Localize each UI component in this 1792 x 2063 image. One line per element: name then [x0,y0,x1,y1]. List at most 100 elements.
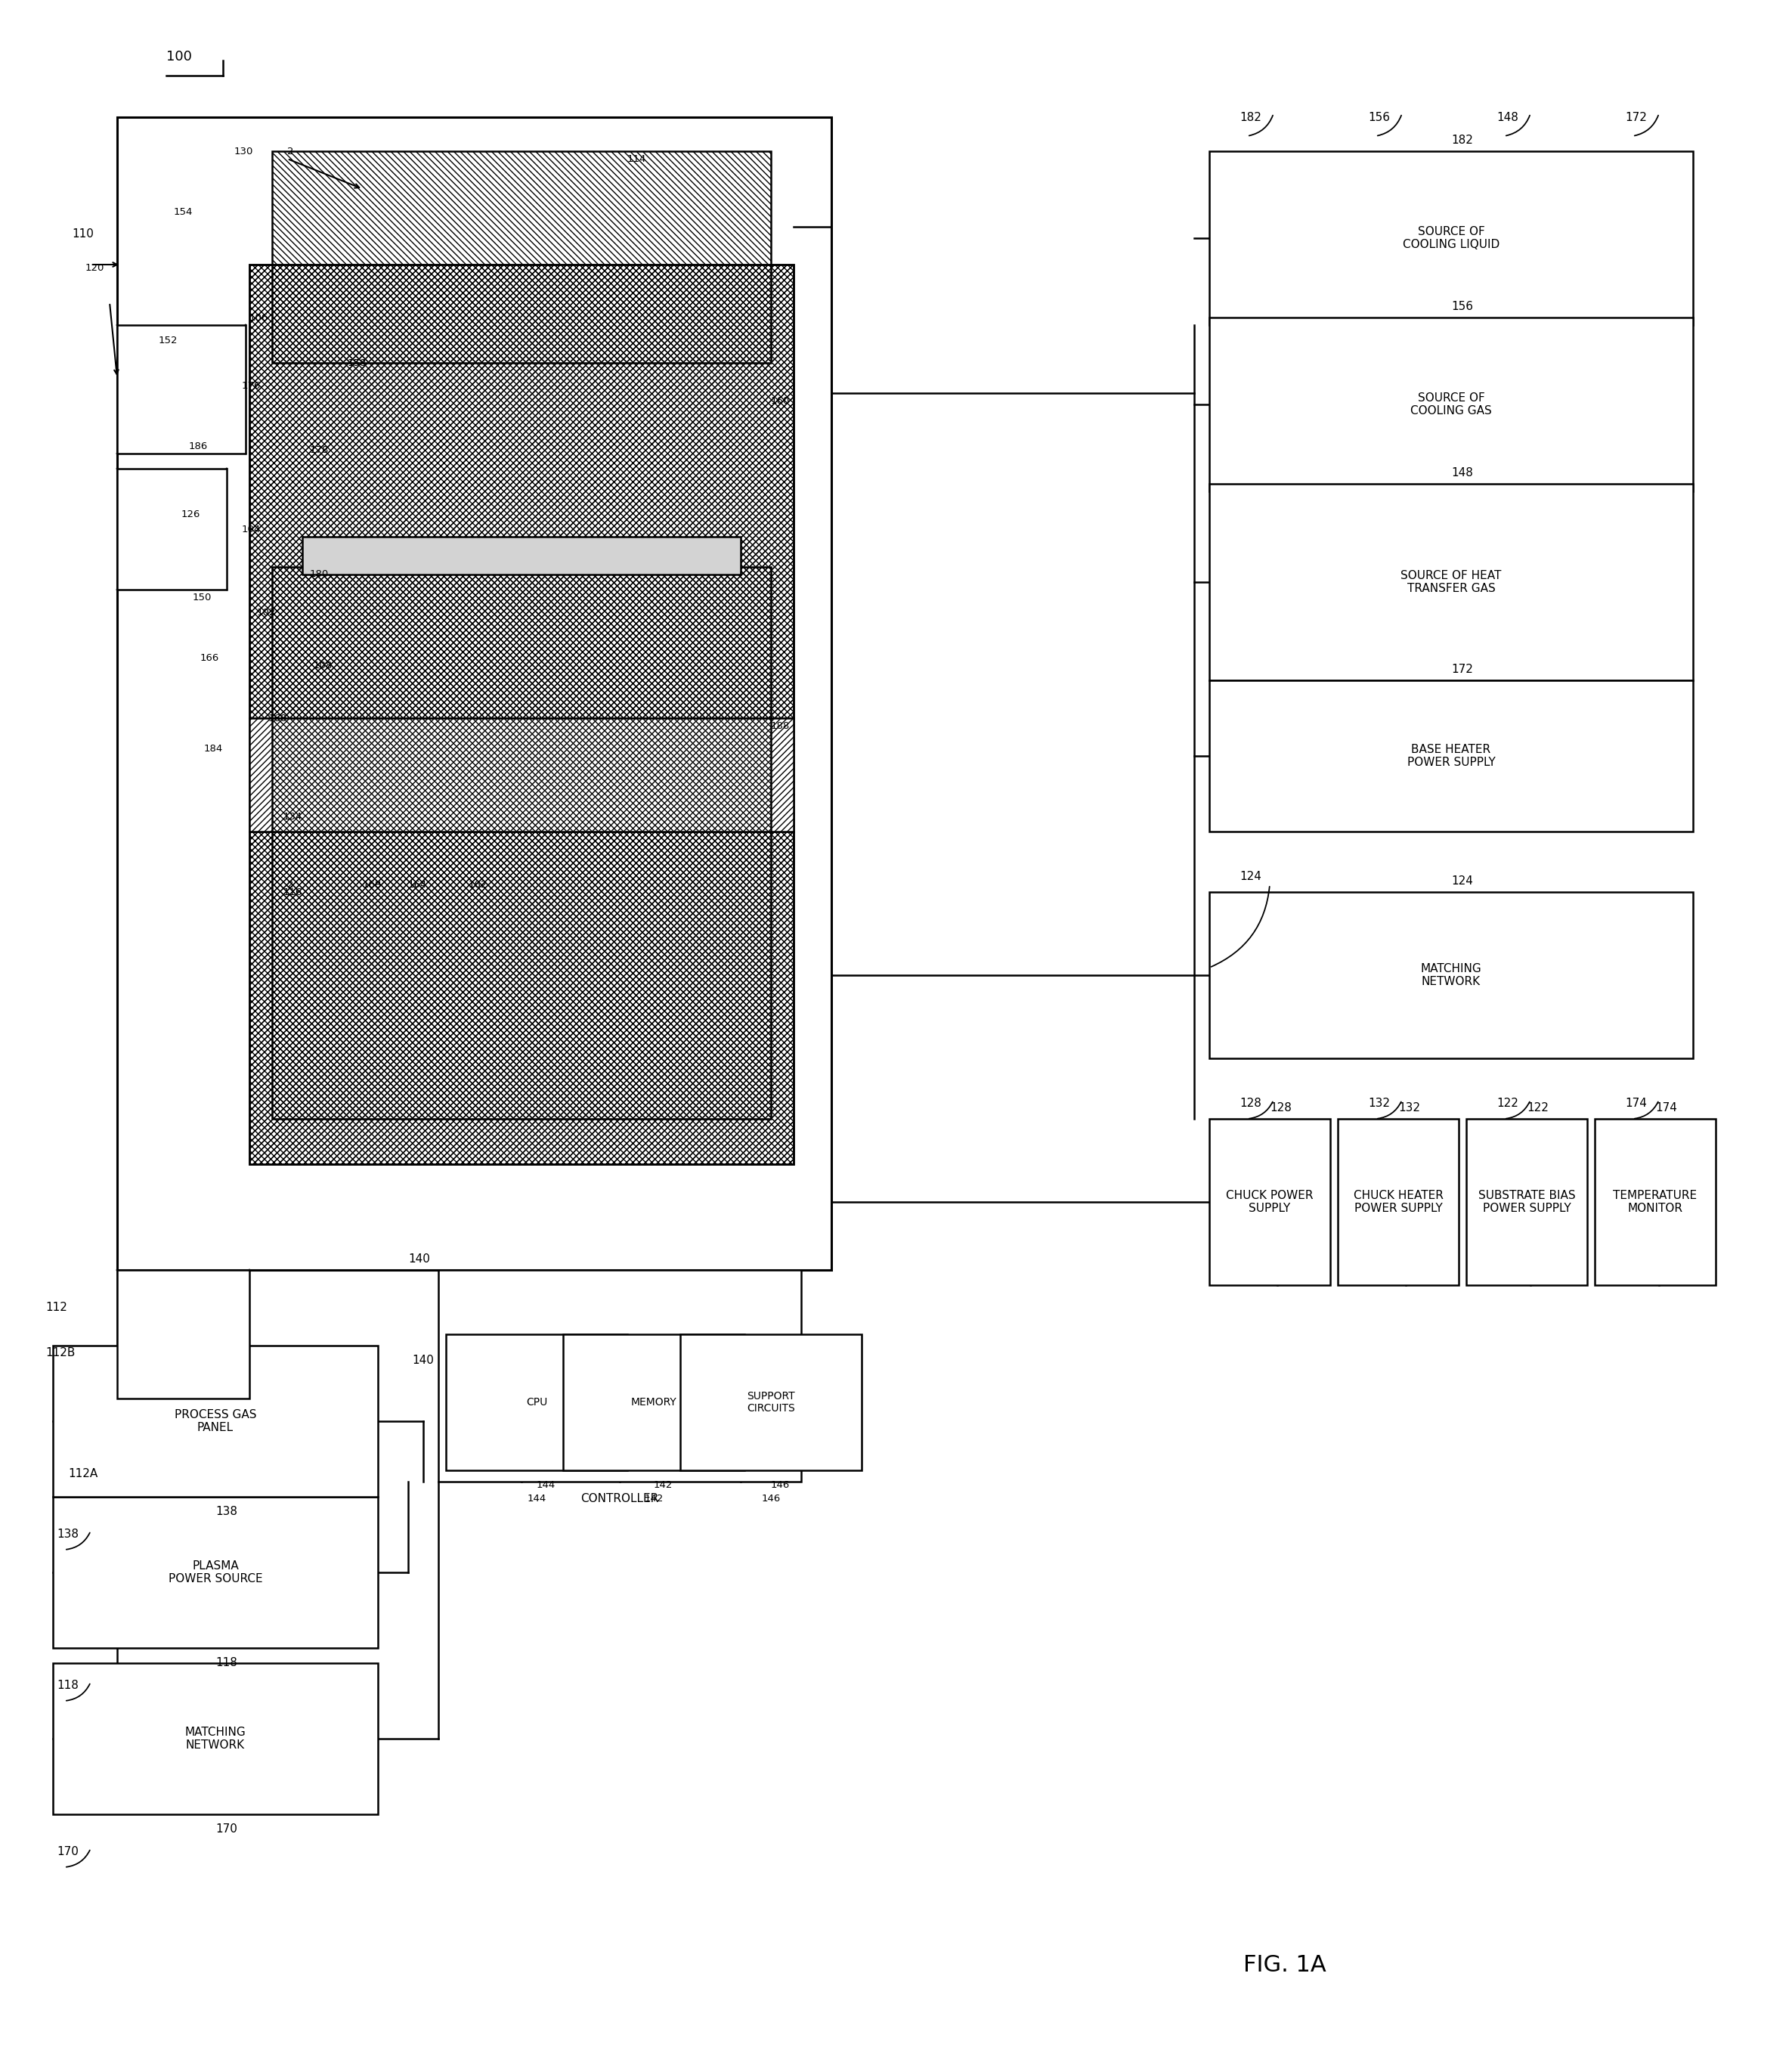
Bar [249,718,794,831]
Text: 188: 188 [771,720,790,730]
Text: 160: 160 [771,396,790,406]
Text: 116: 116 [283,887,303,897]
Text: 160: 160 [269,714,287,722]
Text: SOURCE OF HEAT
TRANSFER GAS: SOURCE OF HEAT TRANSFER GAS [1401,569,1502,594]
Text: 158: 158 [348,359,367,367]
Text: SUPPORT
CIRCUITS: SUPPORT CIRCUITS [747,1390,796,1413]
Text: MATCHING
NETWORK: MATCHING NETWORK [1421,963,1482,988]
Text: 124: 124 [1452,875,1473,887]
Text: 2: 2 [287,879,294,889]
Bar [116,468,228,590]
Bar [563,1335,744,1471]
Text: 180: 180 [310,569,330,580]
Text: 130: 130 [235,146,253,157]
Text: 162: 162 [468,879,487,889]
Bar [54,1663,378,1813]
Text: 102: 102 [256,607,276,617]
Text: 182: 182 [1452,134,1473,146]
Text: 120: 120 [86,264,104,272]
Bar [1466,1118,1588,1285]
Bar [1210,151,1693,326]
Text: 140: 140 [409,1252,430,1265]
Text: SUBSTRATE BIAS
POWER SUPPLY: SUBSTRATE BIAS POWER SUPPLY [1478,1190,1575,1215]
Text: CHUCK HEATER
POWER SUPPLY: CHUCK HEATER POWER SUPPLY [1353,1190,1443,1215]
Text: 138: 138 [215,1506,237,1518]
Text: 112B: 112B [45,1347,75,1360]
Bar [303,536,740,574]
Text: 108: 108 [314,660,333,670]
Text: 186: 186 [188,441,208,452]
Text: 146: 146 [762,1494,781,1504]
Bar [446,1335,627,1471]
Text: 168: 168 [362,879,382,889]
Text: 144: 144 [527,1494,547,1504]
Text: 170: 170 [57,1846,79,1859]
Text: 122: 122 [1527,1102,1548,1114]
Text: PROCESS GAS
PANEL: PROCESS GAS PANEL [174,1409,256,1434]
Bar [249,831,794,1164]
Text: 146: 146 [771,1481,790,1489]
Text: 142: 142 [654,1481,674,1489]
Text: 114: 114 [627,155,647,163]
Text: 140: 140 [412,1355,434,1366]
Text: TEMPERATURE
MONITOR: TEMPERATURE MONITOR [1613,1190,1697,1215]
Bar [116,326,246,454]
Text: 2: 2 [287,146,294,157]
Bar [681,1335,862,1471]
Text: 164: 164 [409,879,426,889]
Text: 184: 184 [204,743,224,753]
Text: 128: 128 [1240,1098,1262,1110]
Bar [249,264,794,1164]
Text: 118: 118 [57,1679,79,1692]
Text: 124: 124 [1240,871,1262,883]
Bar [272,567,771,1118]
Text: 126: 126 [181,510,201,520]
Text: 132: 132 [1367,1098,1391,1110]
Text: 100: 100 [167,50,192,64]
Text: 148: 148 [1496,111,1518,124]
Text: 118: 118 [215,1657,237,1669]
Text: 106: 106 [249,314,269,322]
Text: 174: 174 [1656,1102,1677,1114]
Text: 112: 112 [45,1302,66,1314]
Text: 128: 128 [1271,1102,1292,1114]
Text: PLASMA
POWER SOURCE: PLASMA POWER SOURCE [168,1560,262,1584]
Text: 172: 172 [1625,111,1647,124]
Text: SOURCE OF
COOLING GAS: SOURCE OF COOLING GAS [1410,392,1493,417]
Text: CONTROLLER: CONTROLLER [581,1494,659,1504]
Bar [1210,681,1693,831]
Bar [54,1498,378,1648]
Bar [439,1271,801,1481]
Bar [1210,485,1693,681]
Bar [1595,1118,1715,1285]
Text: 166: 166 [201,652,219,662]
Bar [249,264,794,718]
Text: 132: 132 [1398,1102,1419,1114]
Text: MEMORY: MEMORY [631,1397,677,1407]
Text: CHUCK POWER
SUPPLY: CHUCK POWER SUPPLY [1226,1190,1314,1215]
Text: 182: 182 [1240,111,1262,124]
Bar [54,1345,378,1498]
Text: 122: 122 [1496,1098,1518,1110]
Text: 170: 170 [215,1824,237,1836]
Text: 112A: 112A [68,1469,99,1479]
Text: 172: 172 [1452,664,1473,675]
Text: 104: 104 [242,524,262,534]
Text: 150: 150 [194,592,211,602]
Text: FIG. 1A: FIG. 1A [1244,1954,1326,1976]
Text: 178: 178 [310,446,330,454]
Text: CPU: CPU [525,1397,547,1407]
Text: MATCHING
NETWORK: MATCHING NETWORK [185,1727,246,1751]
Bar [1210,318,1693,491]
Text: 142: 142 [643,1494,663,1504]
Bar [1210,1118,1330,1285]
Bar [272,151,771,363]
Text: 156: 156 [1452,301,1473,312]
Text: 156: 156 [1367,111,1391,124]
Bar [116,118,831,1271]
Text: 134: 134 [283,811,303,821]
Text: 174: 174 [1625,1098,1647,1110]
Text: 152: 152 [159,336,177,345]
Text: 176: 176 [242,380,262,390]
Text: 110: 110 [72,229,93,239]
